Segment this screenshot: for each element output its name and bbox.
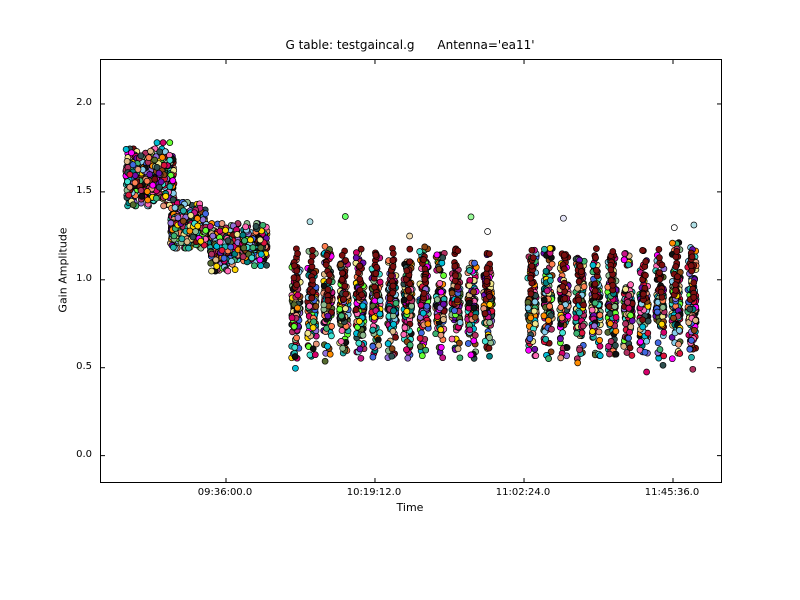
x-tick-label: 09:36:00.0 <box>197 487 253 498</box>
y-axis-label: Gain Amplitude <box>56 227 70 313</box>
y-tick-label: 2.0 <box>76 96 92 108</box>
x-axis-label: Time <box>396 501 424 514</box>
y-tick-label: 1.5 <box>76 184 92 196</box>
plot-area <box>100 59 722 483</box>
chart-title: G table: testgaincal.g Antenna='ea11' <box>285 38 535 52</box>
x-tick-label: 11:02:24.0 <box>495 487 551 498</box>
y-tick-label: 0.5 <box>76 360 92 372</box>
y-tick-label: 0.0 <box>76 448 92 460</box>
scatter-points-canvas <box>101 60 721 482</box>
y-tick-label: 1.0 <box>76 272 92 284</box>
x-tick-label: 11:45:36.0 <box>644 487 700 498</box>
x-tick-label: 10:19:12.0 <box>346 487 402 498</box>
